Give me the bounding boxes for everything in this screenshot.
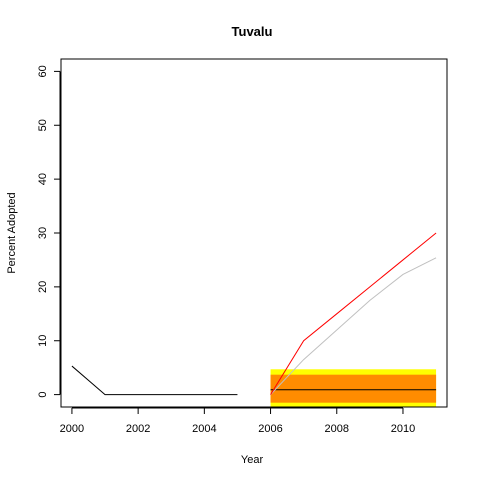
x-tick-label: 2006	[258, 423, 282, 435]
y-axis-title: Percent Adopted	[6, 192, 18, 273]
series-line-4	[270, 232, 437, 395]
y-tick-label: 30	[37, 227, 49, 239]
line-layer	[71, 232, 437, 396]
plot-area-frame	[60, 58, 448, 408]
y-tick-label: 60	[37, 65, 49, 77]
x-tick-label: 2004	[192, 423, 216, 435]
y-tick-label: 20	[37, 281, 49, 293]
y-axis: 0 10 20 30 40 50 60	[37, 65, 61, 398]
chart-title: Tuvalu	[232, 24, 273, 39]
x-tick-label: 2010	[391, 423, 415, 435]
y-tick-label: 10	[37, 335, 49, 347]
x-tick-label: 2002	[126, 423, 150, 435]
y-tick-label: 50	[37, 119, 49, 131]
series-line-3	[270, 257, 437, 395]
x-tick-label: 2008	[325, 423, 349, 435]
y-tick-label: 0	[37, 392, 49, 398]
x-axis: 2000 2002 2004 2006 2008 2010	[60, 407, 415, 435]
x-tick-label: 2000	[60, 423, 84, 435]
series-line-1	[71, 365, 238, 396]
y-tick-label: 40	[37, 173, 49, 185]
band-2	[270, 374, 437, 403]
x-axis-title: Year	[241, 454, 264, 466]
band-layer	[270, 369, 437, 407]
